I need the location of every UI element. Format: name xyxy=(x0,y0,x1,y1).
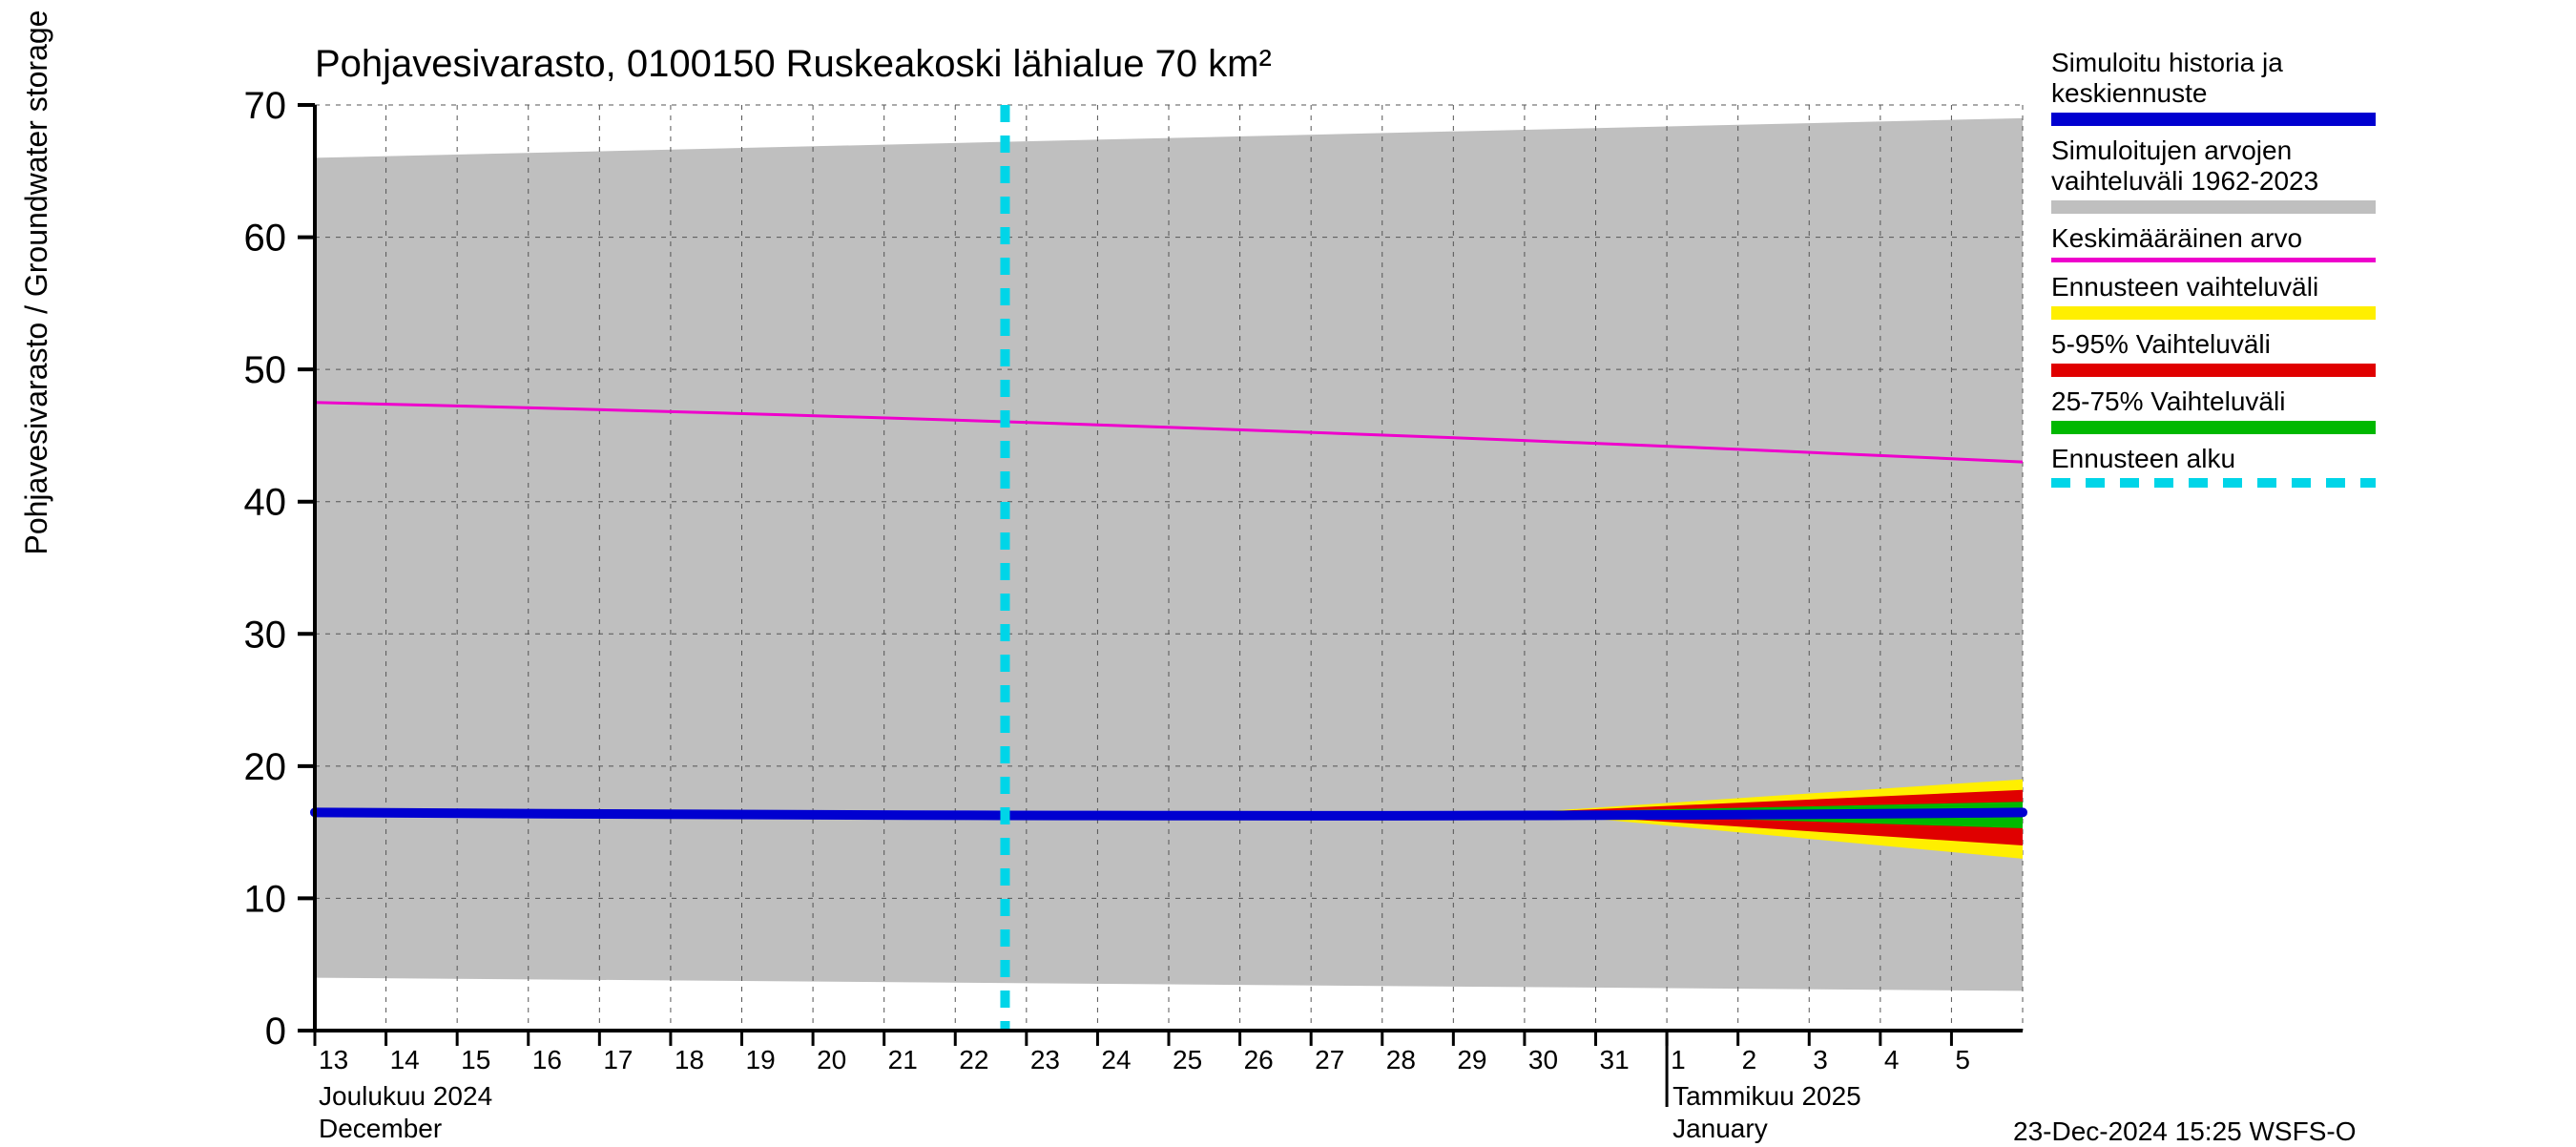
legend-swatch xyxy=(2051,478,2376,488)
legend-swatch xyxy=(2051,258,2376,262)
legend-swatch xyxy=(2051,113,2376,126)
legend-text: vaihteluväli 1962-2023 xyxy=(2051,166,2547,197)
svg-text:24: 24 xyxy=(1101,1045,1131,1074)
svg-text:20: 20 xyxy=(244,746,287,788)
svg-text:13: 13 xyxy=(319,1045,348,1074)
svg-text:Tammikuu 2025: Tammikuu 2025 xyxy=(1672,1081,1861,1111)
legend-swatch xyxy=(2051,364,2376,377)
svg-text:22: 22 xyxy=(959,1045,988,1074)
legend-item: 25-75% Vaihteluväli xyxy=(2051,386,2547,434)
svg-text:70: 70 xyxy=(244,85,287,127)
svg-text:December: December xyxy=(319,1114,442,1143)
legend-item: Ennusteen vaihteluväli xyxy=(2051,272,2547,320)
svg-text:18: 18 xyxy=(675,1045,704,1074)
svg-text:27: 27 xyxy=(1315,1045,1344,1074)
svg-text:21: 21 xyxy=(888,1045,918,1074)
legend: Simuloitu historia jakeskiennusteSimuloi… xyxy=(2051,48,2547,497)
svg-text:4: 4 xyxy=(1884,1045,1900,1074)
svg-text:2: 2 xyxy=(1742,1045,1757,1074)
svg-text:31: 31 xyxy=(1600,1045,1630,1074)
svg-text:25: 25 xyxy=(1173,1045,1202,1074)
legend-swatch xyxy=(2051,421,2376,434)
svg-text:17: 17 xyxy=(603,1045,633,1074)
legend-text: Ennusteen vaihteluväli xyxy=(2051,272,2547,302)
svg-text:30: 30 xyxy=(1528,1045,1558,1074)
svg-text:28: 28 xyxy=(1386,1045,1416,1074)
legend-item: Simuloitu historia jakeskiennuste xyxy=(2051,48,2547,126)
legend-swatch xyxy=(2051,200,2376,214)
legend-text: Keskimääräinen arvo xyxy=(2051,223,2547,254)
svg-text:60: 60 xyxy=(244,218,287,260)
legend-item: Ennusteen alku xyxy=(2051,444,2547,488)
svg-text:5: 5 xyxy=(1955,1045,1970,1074)
svg-text:40: 40 xyxy=(244,482,287,524)
legend-text: keskiennuste xyxy=(2051,78,2547,109)
svg-text:50: 50 xyxy=(244,349,287,391)
svg-text:3: 3 xyxy=(1813,1045,1828,1074)
svg-text:16: 16 xyxy=(532,1045,562,1074)
svg-text:10: 10 xyxy=(244,878,287,920)
svg-text:26: 26 xyxy=(1244,1045,1274,1074)
y-axis-label: Pohjavesivarasto / Groundwater storage m… xyxy=(19,0,54,555)
svg-text:January: January xyxy=(1672,1114,1768,1143)
svg-text:20: 20 xyxy=(817,1045,846,1074)
legend-item: Simuloitujen arvojenvaihteluväli 1962-20… xyxy=(2051,136,2547,214)
svg-text:0: 0 xyxy=(265,1011,286,1053)
legend-swatch xyxy=(2051,306,2376,320)
svg-text:Pohjavesivarasto, 0100150 Rusk: Pohjavesivarasto, 0100150 Ruskeakoski lä… xyxy=(315,43,1272,85)
svg-text:14: 14 xyxy=(390,1045,420,1074)
legend-item: Keskimääräinen arvo xyxy=(2051,223,2547,262)
legend-text: 25-75% Vaihteluväli xyxy=(2051,386,2547,417)
legend-text: Simuloitujen arvojen xyxy=(2051,136,2547,166)
footer-timestamp: 23-Dec-2024 15:25 WSFS-O xyxy=(2013,1116,2357,1147)
legend-item: 5-95% Vaihteluväli xyxy=(2051,329,2547,377)
legend-text: 5-95% Vaihteluväli xyxy=(2051,329,2547,360)
svg-text:1: 1 xyxy=(1671,1045,1686,1074)
legend-text: Simuloitu historia ja xyxy=(2051,48,2547,78)
svg-text:15: 15 xyxy=(461,1045,490,1074)
legend-text: Ennusteen alku xyxy=(2051,444,2547,474)
svg-text:30: 30 xyxy=(244,614,287,656)
svg-text:23: 23 xyxy=(1030,1045,1060,1074)
svg-text:29: 29 xyxy=(1457,1045,1486,1074)
svg-text:Joulukuu 2024: Joulukuu 2024 xyxy=(319,1081,492,1111)
svg-text:19: 19 xyxy=(746,1045,776,1074)
